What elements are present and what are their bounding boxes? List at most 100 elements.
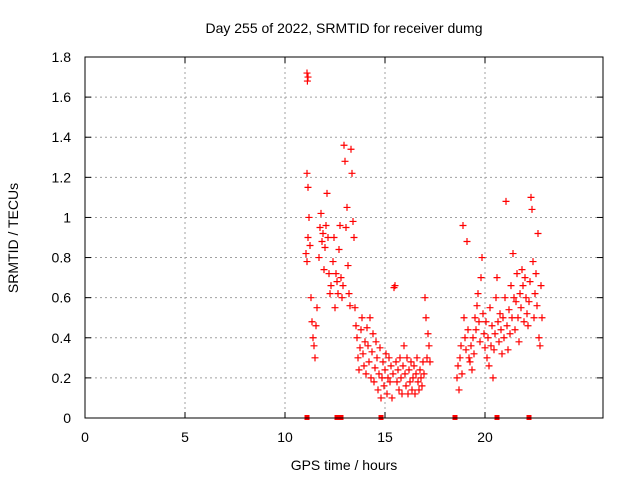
data-point (303, 69, 311, 77)
data-point (303, 258, 311, 266)
data-point (370, 378, 378, 386)
data-point (404, 390, 412, 398)
data-point (533, 302, 541, 310)
data-point (479, 310, 487, 318)
data-point (391, 282, 399, 290)
data-point (325, 270, 333, 278)
y-tick-label: 1 (63, 209, 71, 225)
data-point (424, 330, 432, 338)
data-point (470, 350, 478, 358)
data-point (376, 344, 384, 352)
data-point (510, 294, 518, 302)
data-point (312, 322, 320, 330)
data-point (509, 250, 517, 258)
data-point (306, 242, 314, 250)
data-point (362, 370, 370, 378)
data-point (534, 229, 542, 237)
data-point (361, 338, 369, 346)
data-point (501, 294, 509, 302)
data-point (538, 314, 546, 322)
data-point (401, 370, 409, 378)
y-axis-label: SRMTID / TECUs (5, 183, 21, 293)
data-point (487, 342, 495, 350)
data-point (309, 334, 317, 342)
data-point (489, 374, 497, 382)
data-point (504, 346, 512, 354)
data-point (364, 342, 372, 350)
data-point (409, 374, 417, 382)
data-point (535, 334, 543, 342)
data-point (417, 374, 425, 382)
data-point (320, 266, 328, 274)
data-point (511, 326, 519, 334)
data-point (474, 290, 482, 298)
data-point (374, 386, 382, 394)
data-point (468, 366, 476, 374)
data-point (475, 318, 483, 326)
data-point (318, 238, 326, 246)
data-point (397, 374, 405, 382)
data-point (415, 386, 423, 394)
data-point (478, 254, 486, 262)
data-point (472, 326, 480, 334)
data-point (408, 386, 416, 394)
data-point (369, 330, 377, 338)
data-point (492, 294, 500, 302)
data-point (379, 358, 387, 366)
data-point (407, 358, 415, 366)
data-point (382, 350, 390, 358)
y-tick-label: 0.8 (52, 250, 72, 266)
data-point (358, 314, 366, 322)
data-point (411, 390, 419, 398)
plot-frame (84, 56, 604, 419)
data-point (322, 221, 330, 229)
data-point (399, 362, 407, 370)
data-point (462, 346, 470, 354)
data-point (412, 370, 420, 378)
data-point (329, 258, 337, 266)
data-point (311, 354, 319, 362)
data-point (363, 324, 371, 332)
data-point (516, 290, 524, 298)
data-point (302, 250, 310, 258)
chart-title: Day 255 of 2022, SRMTID for receiver dum… (205, 20, 482, 36)
data-point (380, 382, 388, 390)
data-point (491, 330, 499, 338)
data-point (425, 342, 433, 350)
data-point (493, 274, 501, 282)
data-point (467, 342, 475, 350)
data-point (403, 354, 411, 362)
data-point (392, 358, 400, 366)
data-point (481, 344, 489, 352)
data-point (530, 314, 538, 322)
data-point (482, 318, 490, 326)
data-point (378, 374, 386, 382)
data-point (308, 318, 316, 326)
data-point (334, 290, 342, 298)
data-point (500, 334, 508, 342)
data-point (418, 382, 426, 390)
x-tick-label: 0 (81, 429, 89, 445)
data-point (513, 270, 521, 278)
data-point (526, 278, 534, 286)
data-point (377, 394, 385, 402)
data-point (537, 282, 545, 290)
data-point (473, 302, 481, 310)
data-point (528, 205, 536, 213)
data-point (523, 310, 531, 318)
data-point (524, 322, 532, 330)
x-axis-label: GPS time / hours (291, 457, 398, 473)
y-tick-label: 0 (63, 410, 71, 426)
data-point (343, 203, 351, 211)
data-point (371, 364, 379, 372)
x-tick-label: 5 (181, 429, 189, 445)
data-point (381, 366, 389, 374)
data-point (304, 73, 312, 81)
data-point (410, 362, 418, 370)
data-point (460, 314, 468, 322)
data-point (375, 370, 383, 378)
data-point (338, 294, 346, 302)
data-point (331, 304, 339, 312)
data-point (384, 374, 392, 382)
